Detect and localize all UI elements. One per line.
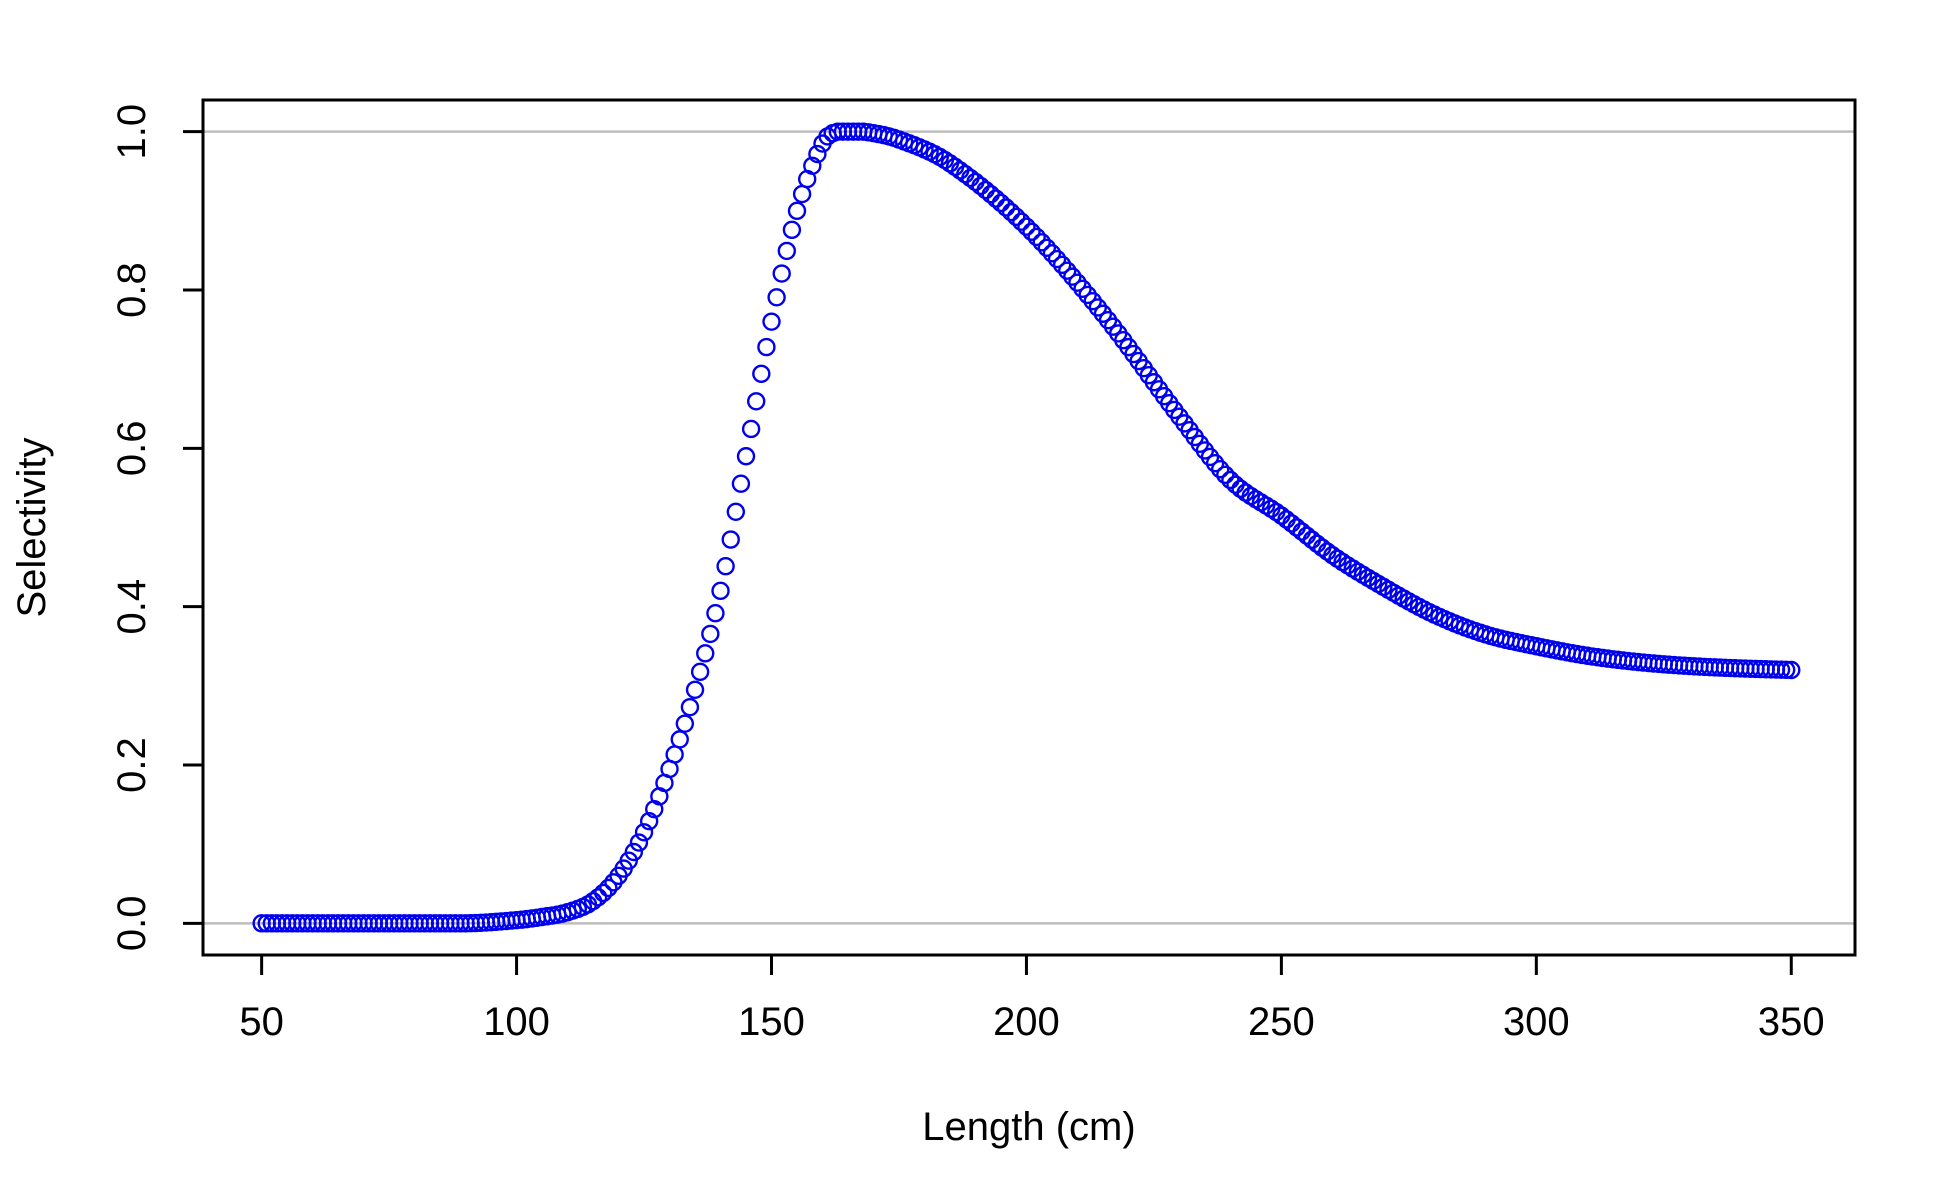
data-point [685, 680, 705, 699]
reference-lines [203, 130, 1855, 925]
data-point [680, 697, 700, 717]
data-point [701, 624, 720, 644]
data-point [1012, 212, 1031, 231]
data-point [1771, 660, 1791, 679]
plot-frame [201, 98, 1857, 957]
data-point [777, 241, 797, 261]
y-tick-label: 0.2 [110, 737, 154, 793]
data-point [1287, 518, 1306, 537]
x-axis: 50 100 150 200 250 300 350 [239, 953, 1825, 1044]
data-point [670, 730, 689, 749]
data-point [762, 312, 781, 331]
x-axis-label: Length (cm) [922, 1105, 1135, 1149]
data-point [1007, 207, 1026, 227]
data-point [706, 604, 725, 623]
data-point [792, 184, 812, 204]
data-point [726, 502, 746, 521]
data-point [1017, 217, 1036, 236]
y-tick-label: 0.8 [110, 262, 154, 318]
data-point [996, 198, 1016, 217]
data-point [747, 392, 766, 411]
data-point [1063, 267, 1082, 286]
data-point [731, 474, 751, 493]
data-point [1292, 522, 1311, 541]
data-point [1001, 202, 1021, 222]
y-axis-label: Selectivity [10, 437, 54, 617]
data-point [624, 842, 644, 862]
x-tick-label: 50 [239, 1000, 284, 1044]
x-tick-label: 250 [1248, 1000, 1315, 1044]
data-point [1052, 255, 1072, 275]
data-point [1032, 233, 1051, 252]
data-point [767, 288, 786, 307]
data-point [752, 364, 771, 383]
x-tick-label: 350 [1758, 1000, 1825, 1044]
data-point [639, 811, 659, 831]
data-point [1205, 454, 1225, 473]
data-point [808, 144, 827, 164]
data-point [976, 180, 995, 200]
data-point [981, 185, 1000, 204]
data-point [696, 644, 715, 663]
selectivity-series [252, 122, 1801, 933]
data-point [986, 189, 1006, 208]
y-tick-label: 0.4 [110, 579, 154, 635]
data-point [1022, 222, 1041, 241]
data-point [1302, 530, 1322, 549]
data-point [1776, 660, 1796, 680]
data-point [588, 888, 608, 907]
data-point [665, 745, 684, 764]
data-point [1037, 238, 1057, 257]
data-point [675, 714, 695, 733]
data-point [1073, 279, 1092, 298]
data-point [1027, 227, 1046, 247]
y-tick-label: 0.6 [110, 421, 154, 477]
data-point [1782, 660, 1801, 680]
y-axis: 0.0 0.2 0.4 0.6 0.8 1.0 [110, 104, 205, 952]
data-point [1297, 526, 1317, 545]
x-tick-label: 100 [483, 1000, 550, 1044]
data-point [787, 201, 807, 221]
data-point [1211, 460, 1230, 479]
x-tick-label: 200 [993, 1000, 1060, 1044]
x-tick-label: 150 [738, 1000, 805, 1044]
data-point [991, 193, 1011, 213]
data-point [736, 447, 756, 466]
y-tick-label: 1.0 [110, 104, 154, 160]
data-point [1042, 244, 1062, 263]
data-point [716, 556, 735, 576]
y-tick-label: 0.0 [110, 896, 154, 952]
data-point [629, 833, 649, 852]
data-point [782, 220, 802, 240]
data-point [690, 662, 710, 682]
data-point [1068, 273, 1087, 292]
data-point [721, 530, 740, 549]
data-point [772, 264, 791, 283]
data-point [803, 156, 822, 176]
data-point [594, 883, 613, 903]
x-tick-label: 300 [1503, 1000, 1570, 1044]
data-point [634, 823, 654, 842]
data-point [1058, 261, 1077, 280]
data-point [711, 581, 730, 601]
data-point [741, 419, 761, 439]
data-point [1216, 465, 1235, 485]
data-point [757, 337, 776, 357]
data-point [1047, 249, 1067, 269]
data-point [599, 878, 618, 898]
